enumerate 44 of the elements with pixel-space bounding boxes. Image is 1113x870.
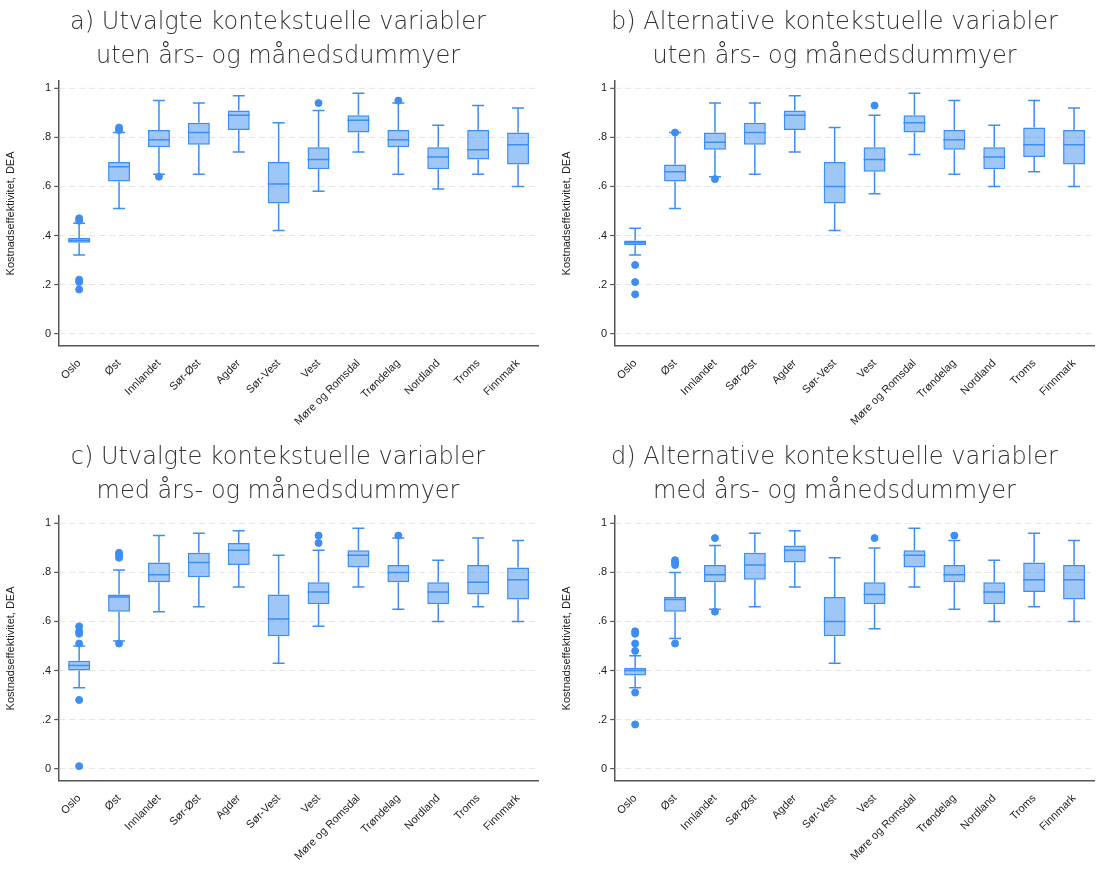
y-tick-label: 0 (601, 761, 608, 774)
x-tick-label: Vest (298, 356, 323, 381)
chart-title: b) Alternative kontekstuelle variabler uten års- og månedsdummyer (610, 6, 1059, 71)
x-tick-label: Oslo (58, 356, 83, 382)
x-tick-label: Vest (854, 356, 879, 381)
x-tick-label: Øst (102, 791, 123, 813)
x-tick-label: Øst (102, 356, 123, 378)
x-tick-label: Øst (658, 791, 679, 813)
y-tick-label: .2 (42, 712, 52, 725)
y-tick-label: .2 (598, 712, 608, 725)
y-tick-label: 1 (601, 516, 608, 529)
y-axis-title: Kostnadseffektivitet, DEA (559, 585, 572, 711)
chart-title: c) Utvalgte kontekstuelle variabler med års- og månedsdummyer (69, 441, 487, 506)
x-tick-label: Vest (854, 791, 879, 816)
x-tick-label: Oslo (614, 356, 639, 382)
y-tick-label: 0 (601, 326, 608, 339)
y-tick-label: .8 (598, 130, 608, 143)
y-tick-label: .4 (598, 663, 608, 676)
y-tick-label: .8 (598, 565, 608, 578)
y-tick-label: .4 (42, 228, 52, 241)
x-tick-label: Oslo (58, 791, 83, 817)
y-tick-label: 0 (45, 761, 52, 774)
y-tick-label: .6 (598, 179, 608, 192)
x-tick-label: Øst (658, 356, 679, 378)
y-tick-label: .6 (42, 179, 52, 192)
y-tick-label: 1 (45, 516, 52, 529)
y-tick-label: 0 (45, 326, 52, 339)
chart-title: a) Utvalgte kontekstuelle variabler uten års- og månedsdummyer (69, 6, 487, 71)
y-tick-label: .4 (598, 228, 608, 241)
y-axis-title: Kostnadseffektivitet, DEA (3, 150, 16, 276)
y-tick-label: .8 (42, 565, 52, 578)
y-tick-label: .6 (598, 614, 608, 627)
y-axis-title: Kostnadseffektivitet, DEA (3, 585, 16, 711)
y-tick-label: 1 (601, 81, 608, 94)
y-tick-label: .2 (598, 277, 608, 290)
y-tick-label: 1 (45, 81, 52, 94)
y-tick-label: .8 (42, 130, 52, 143)
x-tick-label: Vest (298, 791, 323, 816)
y-tick-label: .2 (42, 277, 52, 290)
x-tick-label: Oslo (614, 791, 639, 817)
y-tick-label: .4 (42, 663, 52, 676)
y-axis-title: Kostnadseffektivitet, DEA (559, 150, 572, 276)
y-tick-label: .6 (42, 614, 52, 627)
chart-title: d) Alternative kontekstuelle variabler med års- og månedsdummyer (610, 441, 1059, 506)
